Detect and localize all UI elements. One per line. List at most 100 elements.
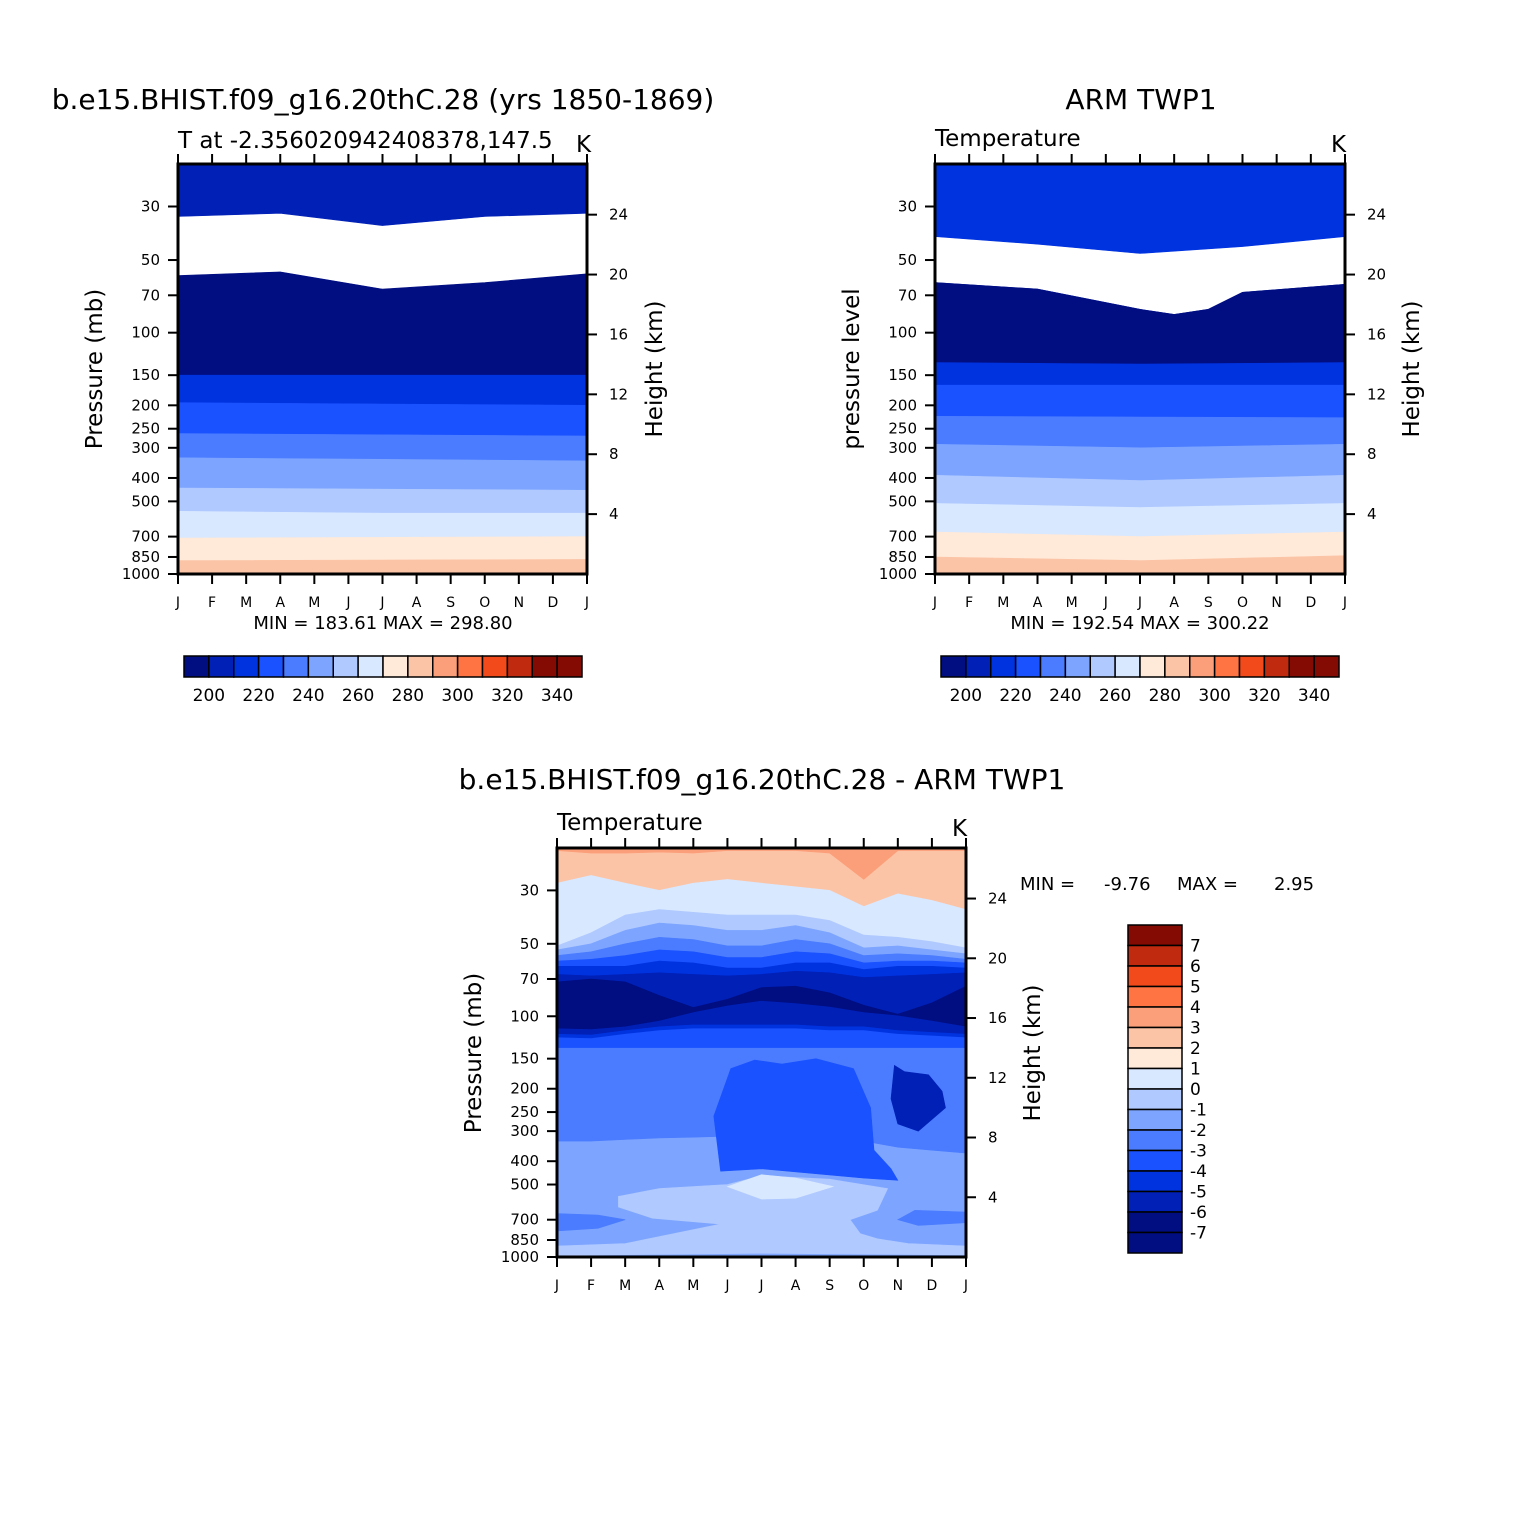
height-tick-label: 20 <box>988 949 1007 967</box>
pressure-tick-label: 200 <box>888 396 917 414</box>
height-tick-label: 20 <box>1367 266 1386 284</box>
colorbar-box <box>1039 655 1067 678</box>
pressure-tick-label: 100 <box>131 324 160 342</box>
pressure-tick-label: 1000 <box>122 565 160 583</box>
colorbar-label: -7 <box>1190 1224 1207 1244</box>
colorbar-label: 6 <box>1190 957 1201 977</box>
pressure-tick-label: 500 <box>510 1176 539 1194</box>
height-tick-label: 12 <box>609 385 628 403</box>
contour-band <box>178 536 587 561</box>
month-tick-label: M <box>1066 595 1078 611</box>
month-tick-label: M <box>997 595 1009 611</box>
pressure-tick-label: 150 <box>888 366 917 384</box>
colorbar-box <box>481 655 509 678</box>
height-tick-label: 4 <box>609 505 619 523</box>
panel-a-colorbar: 200 220 240 260 280 300 320 340 <box>183 655 583 706</box>
colorbar-box <box>1127 1190 1183 1213</box>
colorbar-box <box>1127 924 1183 947</box>
colorbar-label: -1 <box>1190 1101 1207 1121</box>
height-tick-label: 20 <box>609 266 628 284</box>
colorbar-label: 0 <box>1190 1080 1201 1100</box>
pressure-tick-label: 200 <box>131 396 160 414</box>
pressure-tick-label: 400 <box>510 1152 539 1170</box>
panel-b: ARM TWP1 Temperature K 30 50 70 100 150 200 25… <box>839 83 1425 706</box>
colorbar-box <box>940 655 967 678</box>
colorbar-box <box>307 655 334 678</box>
month-tick-label: D <box>548 595 559 611</box>
month-tick-label: N <box>893 1278 903 1294</box>
pressure-tick-label: 250 <box>131 420 160 438</box>
panel-c-max-label: MAX = <box>1177 874 1238 895</box>
month-tick-label: A <box>412 595 422 611</box>
contour-band <box>557 978 966 1030</box>
colorbar-label: -3 <box>1190 1142 1207 1162</box>
month-tick-label: J <box>758 1278 763 1294</box>
month-tick-label: O <box>858 1278 869 1294</box>
height-tick-label: 8 <box>1367 445 1377 463</box>
colorbar-box <box>1127 944 1183 967</box>
colorbar-box <box>332 655 359 678</box>
colorbar-label: 220 <box>242 686 274 706</box>
colorbar-box <box>1313 655 1340 678</box>
contour-fills <box>557 848 966 1257</box>
panel-b-ylabel: pressure level <box>839 288 865 449</box>
colorbar-box <box>357 655 384 678</box>
pressure-tick-label: 300 <box>510 1122 539 1140</box>
pressure-tick-label: 50 <box>141 251 160 269</box>
colorbar-box <box>1127 1067 1183 1090</box>
colorbar-box <box>257 655 285 678</box>
contour-band <box>935 443 1345 481</box>
pressure-tick-label: 850 <box>510 1231 539 1249</box>
panel-c-ylabel-right: Height (km) <box>1020 984 1046 1121</box>
contour-band <box>935 503 1345 537</box>
colorbar-label: 300 <box>441 686 473 706</box>
month-tick-label: M <box>619 1278 631 1294</box>
pressure-tick-label: 100 <box>888 324 917 342</box>
colorbar-box <box>1127 1088 1183 1111</box>
colorbar-label: 260 <box>1099 686 1131 706</box>
height-tick-label: 16 <box>988 1009 1007 1027</box>
month-tick-label: D <box>1305 595 1316 611</box>
colorbar-box <box>407 655 434 678</box>
pressure-tick-label: 300 <box>888 439 917 457</box>
colorbar-label: 5 <box>1190 978 1201 998</box>
colorbar-box <box>1127 1149 1183 1172</box>
colorbar-label: 7 <box>1190 937 1201 957</box>
colorbar-box <box>1127 1006 1183 1029</box>
colorbar-box <box>990 655 1017 678</box>
colorbar-box <box>1114 655 1141 678</box>
month-tick-label: N <box>1271 595 1281 611</box>
month-tick-label: O <box>479 595 490 611</box>
height-tick-label: 12 <box>1367 385 1386 403</box>
contour-fills <box>935 164 1345 574</box>
pressure-tick-label: 700 <box>888 528 917 546</box>
contour-band <box>935 164 1345 254</box>
colorbar-box <box>1127 1211 1183 1234</box>
panel-b-subtitle: Temperature <box>934 126 1081 152</box>
month-tick-label: J <box>1342 595 1347 611</box>
pressure-tick-label: 850 <box>888 548 917 566</box>
height-tick-label: 8 <box>609 445 619 463</box>
month-tick-label: A <box>1033 595 1043 611</box>
contour-band <box>890 1064 946 1132</box>
panel-a-units: K <box>576 132 592 158</box>
pressure-tick-label: 70 <box>898 286 917 304</box>
pressure-tick-label: 50 <box>520 935 539 953</box>
colorbar-label: 320 <box>1248 686 1280 706</box>
month-tick-label: J <box>345 595 350 611</box>
colorbar-box <box>1288 655 1315 678</box>
colorbar-label: 3 <box>1190 1019 1201 1039</box>
panel-a-ylabel-right: Height (km) <box>642 300 668 437</box>
panel-c-min-label: MIN = <box>1020 874 1075 895</box>
pressure-tick-label: 200 <box>510 1080 539 1098</box>
pressure-tick-label: 150 <box>510 1050 539 1068</box>
month-tick-label: M <box>687 1278 699 1294</box>
month-tick-label: A <box>1169 595 1179 611</box>
contour-band <box>935 415 1345 449</box>
pressure-tick-label: 700 <box>131 528 160 546</box>
panel-a-subtitle: T at -2.356020942408378,147.5 <box>177 128 553 154</box>
colorbar-box <box>1127 965 1183 988</box>
month-tick-label: O <box>1237 595 1248 611</box>
